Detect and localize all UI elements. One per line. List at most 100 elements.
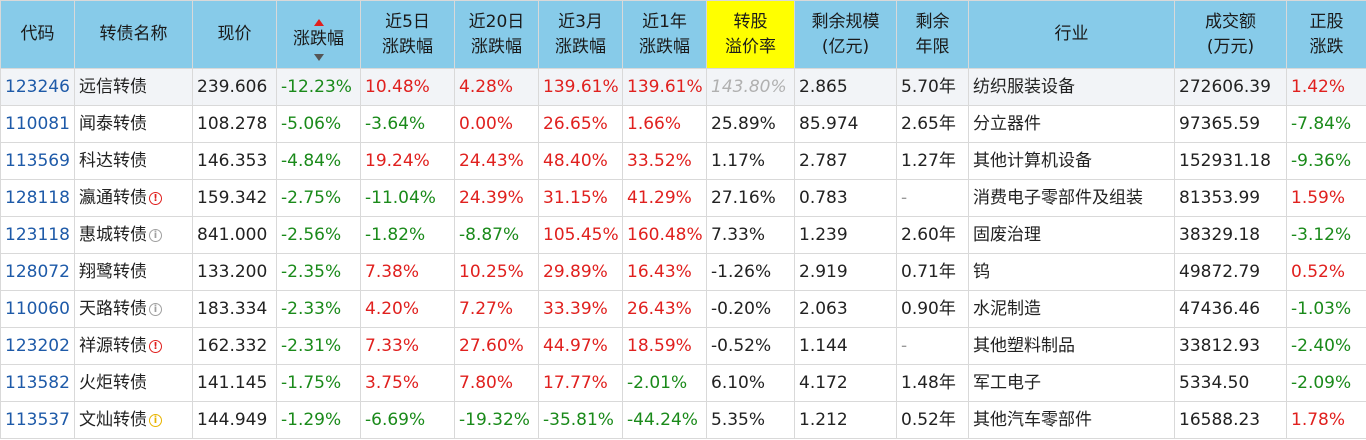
- bond-name[interactable]: 瀛通转债!: [74, 179, 193, 217]
- bond-code[interactable]: 113582: [0, 364, 75, 402]
- chg20d-value: 4.28%: [454, 68, 539, 106]
- table-row[interactable]: 113569 科达转债 146.353 -4.84% 19.24% 24.43% 48.40…: [0, 142, 1366, 180]
- stock-change-value: 1.78%: [1286, 401, 1366, 439]
- bond-name[interactable]: 文灿转债 i: [74, 401, 193, 439]
- bond-code[interactable]: 128118: [0, 179, 75, 217]
- info-icon[interactable]: i: [149, 228, 162, 242]
- bond-code[interactable]: 123246: [0, 68, 75, 106]
- price-value: 159.342: [192, 179, 277, 217]
- scale-value: 85.974: [794, 105, 897, 143]
- bond-name-wrap: 瀛通转债!: [79, 181, 162, 216]
- turnover-value: 38329.18: [1174, 216, 1287, 254]
- table-row[interactable]: 128118 瀛通转债! 159.342 -2.75% -11.04% 24.39% 31.…: [0, 179, 1366, 217]
- turnover-value: 272606.39: [1174, 68, 1287, 106]
- col-premium[interactable]: 转股 溢价率: [706, 0, 795, 69]
- years-value: 1.27年: [896, 142, 969, 180]
- scale-value: 2.919: [794, 253, 897, 291]
- bond-code[interactable]: 110081: [0, 105, 75, 143]
- industry-value: 其他计算机设备: [968, 142, 1175, 180]
- industry-value: 纺织服装设备: [968, 68, 1175, 106]
- chg20d-value: 7.27%: [454, 290, 539, 328]
- sort-indicator: 涨跌幅: [293, 18, 344, 61]
- scale-value: 2.865: [794, 68, 897, 106]
- turnover-value: 97365.59: [1174, 105, 1287, 143]
- turnover-value: 16588.23: [1174, 401, 1287, 439]
- price-value: 841.000: [192, 216, 277, 254]
- change-value: -5.06%: [276, 105, 361, 143]
- col-industry[interactable]: 行业: [968, 0, 1175, 69]
- table-row[interactable]: 113582 火炬转债 141.145 -1.75% 3.75% 7.80% 17.77% -…: [0, 364, 1366, 402]
- change-value: -1.75%: [276, 364, 361, 402]
- industry-value: 水泥制造: [968, 290, 1175, 328]
- chg1y-value: 26.43%: [622, 290, 707, 328]
- bond-name[interactable]: 惠城转债 i: [74, 216, 193, 254]
- price-value: 144.949: [192, 401, 277, 439]
- col-name[interactable]: 转债名称: [74, 0, 193, 69]
- bond-code[interactable]: 123118: [0, 216, 75, 254]
- bond-name[interactable]: 闻泰转债: [74, 105, 193, 143]
- chg5d-value: 19.24%: [360, 142, 455, 180]
- warning-icon[interactable]: !: [149, 191, 162, 205]
- price-value: 133.200: [192, 253, 277, 291]
- chg5d-value: 3.75%: [360, 364, 455, 402]
- chg1y-value: 33.52%: [622, 142, 707, 180]
- bond-name-wrap: 祥源转债!: [79, 329, 162, 364]
- stock-change-value: -1.03%: [1286, 290, 1366, 328]
- col-chg5d[interactable]: 近5日 涨跌幅: [360, 0, 455, 69]
- col-turnover[interactable]: 成交额 (万元): [1174, 0, 1287, 69]
- col-code[interactable]: 代码: [0, 0, 75, 69]
- chg20d-value: 27.60%: [454, 327, 539, 365]
- bond-name[interactable]: 科达转债: [74, 142, 193, 180]
- chg1y-value: 160.48%: [622, 216, 707, 254]
- bond-name[interactable]: 翔鹭转债: [74, 253, 193, 291]
- stock-change-value: 1.42%: [1286, 68, 1366, 106]
- chg5d-value: -11.04%: [360, 179, 455, 217]
- bond-code[interactable]: 113569: [0, 142, 75, 180]
- premium-value: -0.20%: [706, 290, 795, 328]
- bond-code[interactable]: 110060: [0, 290, 75, 328]
- industry-value: 分立器件: [968, 105, 1175, 143]
- table-row[interactable]: 128072 翔鹭转债 133.200 -2.35% 7.38% 10.25% 29.89%…: [0, 253, 1366, 291]
- table-row[interactable]: 123202 祥源转债! 162.332 -2.31% 7.33% 27.60% 44.97…: [0, 327, 1366, 365]
- info-icon[interactable]: i: [149, 302, 162, 316]
- chg20d-value: 24.39%: [454, 179, 539, 217]
- chg5d-value: -3.64%: [360, 105, 455, 143]
- bond-code[interactable]: 123202: [0, 327, 75, 365]
- turnover-value: 5334.50: [1174, 364, 1287, 402]
- bond-name[interactable]: 祥源转债!: [74, 327, 193, 365]
- bond-code[interactable]: 113537: [0, 401, 75, 439]
- table-row[interactable]: 110060 天路转债 i 183.334 -2.33% 4.20% 7.27% 33.39%…: [0, 290, 1366, 328]
- bond-code[interactable]: 128072: [0, 253, 75, 291]
- warning-icon[interactable]: !: [149, 339, 162, 353]
- bond-name-label: 天路转债: [79, 299, 147, 319]
- col-change[interactable]: 涨跌幅: [276, 0, 361, 69]
- col-chg3m[interactable]: 近3月 涨跌幅: [538, 0, 623, 69]
- bond-name[interactable]: 火炬转债: [74, 364, 193, 402]
- chg20d-value: 10.25%: [454, 253, 539, 291]
- turnover-value: 81353.99: [1174, 179, 1287, 217]
- chg1y-value: 18.59%: [622, 327, 707, 365]
- col-chg1y[interactable]: 近1年 涨跌幅: [622, 0, 707, 69]
- info-icon[interactable]: i: [149, 413, 162, 427]
- change-value: -2.31%: [276, 327, 361, 365]
- chg5d-value: 4.20%: [360, 290, 455, 328]
- col-scale[interactable]: 剩余规模 (亿元): [794, 0, 897, 69]
- col-years[interactable]: 剩余 年限: [896, 0, 969, 69]
- years-value: 0.52年: [896, 401, 969, 439]
- table-row[interactable]: 123118 惠城转债 i 841.000 -2.56% -1.82% -8.87% 105.…: [0, 216, 1366, 254]
- table-row[interactable]: 123246 远信转债 239.606 -12.23% 10.48% 4.28% 139.6…: [0, 68, 1366, 106]
- premium-value: -1.26%: [706, 253, 795, 291]
- chg3m-value: 33.39%: [538, 290, 623, 328]
- turnover-value: 49872.79: [1174, 253, 1287, 291]
- bond-name-wrap: 科达转债: [79, 144, 147, 179]
- bond-name[interactable]: 天路转债 i: [74, 290, 193, 328]
- bond-name[interactable]: 远信转债: [74, 68, 193, 106]
- years-value: -: [896, 327, 969, 365]
- col-price[interactable]: 现价: [192, 0, 277, 69]
- col-stock-change[interactable]: 正股 涨跌: [1286, 0, 1366, 69]
- table-row[interactable]: 110081 闻泰转债 108.278 -5.06% -3.64% 0.00% 26.65%…: [0, 105, 1366, 143]
- table-row[interactable]: 113537 文灿转债 i 144.949 -1.29% -6.69% -19.32% -35…: [0, 401, 1366, 439]
- col-chg20d[interactable]: 近20日 涨跌幅: [454, 0, 539, 69]
- chg5d-value: -1.82%: [360, 216, 455, 254]
- stock-change-value: -7.84%: [1286, 105, 1366, 143]
